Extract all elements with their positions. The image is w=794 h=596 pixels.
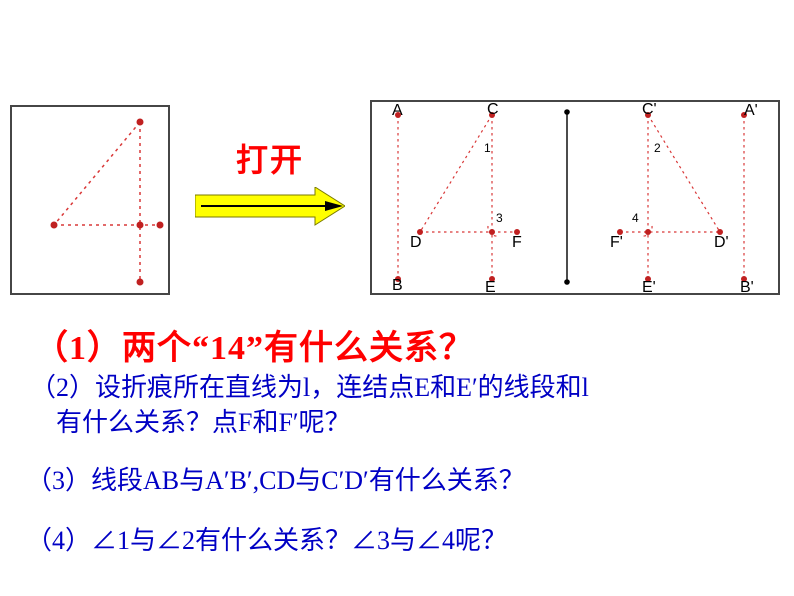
question-2: （2）设折痕所在直线为l，连结点E和E′的线段和l 有什么关系？点F和F′呢？ (30, 370, 760, 440)
question-2-line2: 有什么关系？点F和F′呢？ (30, 408, 351, 437)
label-B: B (392, 277, 403, 294)
label-D: D (410, 234, 422, 251)
left-figure-box (10, 105, 170, 295)
label-Cp: C' (642, 102, 657, 118)
label-Fp: F' (610, 234, 623, 251)
label-Ep: E' (642, 279, 656, 296)
question-2-line1: （2）设折痕所在直线为l，连结点E和E′的线段和l (30, 373, 589, 402)
label-angle4: 4 (632, 211, 639, 225)
label-Dp: D' (714, 234, 729, 251)
label-A: A (392, 102, 403, 119)
left-figure-svg (12, 107, 172, 297)
question-1: （1）两个“14”有什么关系？ (34, 320, 474, 369)
label-angle1: 1 (484, 141, 491, 155)
label-angle3: 3 (496, 211, 503, 225)
label-C: C (487, 102, 499, 118)
right-figure-box: A B C E D F 1 3 A' B' C' (370, 100, 780, 295)
question-3: （3）线段AB与A′B′,CD与C′D′有什么关系？ (26, 460, 766, 497)
label-angle2: 2 (654, 141, 661, 155)
right-figure-svg: A B C E D F 1 3 A' B' C' (372, 102, 782, 297)
label-F: F (512, 234, 522, 251)
label-Bp: B' (740, 279, 754, 296)
arrow-label: 打开 (195, 135, 345, 181)
arrow-region: 打开 (195, 135, 345, 245)
label-E: E (485, 279, 496, 296)
label-Ap: A' (744, 102, 758, 119)
open-arrow-icon (195, 187, 345, 232)
question-4: （4）∠1与∠2有什么关系？∠3与∠4呢？ (26, 520, 766, 557)
